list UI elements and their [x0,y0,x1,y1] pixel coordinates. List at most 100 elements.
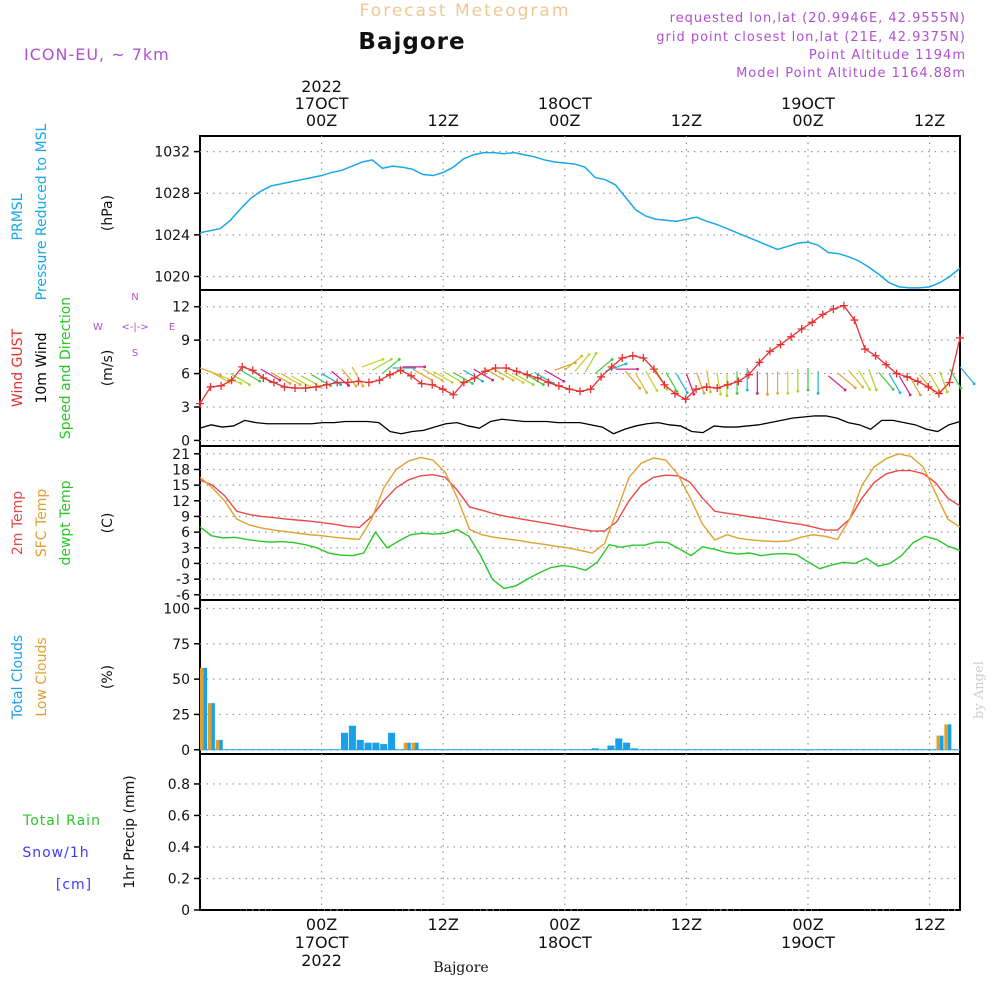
wind-arrow-64 [848,369,864,388]
ytick-label-clouds-4: 100 [163,601,190,617]
wind-arrow-30 [503,370,524,383]
wind-arrow-67 [878,372,894,390]
wind-arrow-head-57 [776,391,779,395]
panel-frame-clouds [199,599,961,755]
gust-marker-39 [607,362,616,371]
wind-arrow-head-30 [521,380,525,384]
bar-low-cloud-94 [936,735,941,750]
gust-marker-1 [206,382,215,391]
gust-marker-12 [322,380,331,389]
gust-marker-17 [375,376,384,385]
side-label-wind-1: 10m Wind [34,332,50,403]
gust-marker-46 [681,395,690,404]
bar-total-cloud-18 [341,732,349,750]
wind-arrow-head-14 [354,384,358,388]
ytick-label-temperature-9: 21 [172,447,190,463]
wind-arrow-29 [493,368,514,381]
bar-low-cloud-27 [411,742,416,750]
wind-arrow-head-15 [361,384,365,388]
wind-arrow-head-42 [638,386,642,390]
wind-arrow-head-38 [594,352,598,355]
gust-marker-72 [956,333,964,342]
side-label-temperature-1: SFC Temp [34,489,50,558]
wind-arrow-38 [584,353,597,373]
ylabel-wind: (m/s) [100,350,116,387]
compass-n: N [131,292,138,303]
side-label-wind-0: Wind GUST [10,328,26,407]
gust-marker-10 [301,384,310,393]
wind-arrow-head-59 [796,389,800,393]
wind-arrow-7 [270,371,291,384]
wind-arrow-11 [311,374,331,387]
gust-marker-28 [491,364,500,372]
wind-arrow-51 [716,372,722,395]
bar-low-cloud-2 [215,739,220,750]
ytick-label-wind-1: 3 [181,400,190,416]
wind-arrow-28 [483,367,504,380]
gust-marker-58 [808,318,817,327]
wind-arrow-37 [574,354,590,372]
ylabel-clouds: (%) [100,665,116,689]
top-time-label-3: 12Z [671,111,702,130]
bottom-date-label-0: 17OCT [295,933,349,952]
gust-marker-55 [776,340,785,349]
side-label-temperature-2: dewpt Temp [58,480,74,565]
gust-marker-48 [702,382,711,391]
ytick-label-precip-0: 0 [181,903,190,919]
gust-marker-13 [333,378,342,387]
gust-marker-34 [554,381,563,390]
gust-marker-64 [871,351,880,360]
wind-arrow-22 [422,368,443,381]
wind-arrow-6 [260,368,281,381]
side-label-clouds-0: Total Clouds [10,635,26,720]
wind-arrow-head-66 [874,388,878,392]
wind-arrow-head-7 [288,382,292,385]
gust-marker-40 [618,353,627,362]
gust-marker-31 [523,370,532,379]
bottom-time-label-0: 00Z [306,915,337,934]
gust-marker-0 [196,399,204,408]
top-date-label-2: 18OCT [538,94,592,113]
ytick-label-precip-3: 0.6 [168,808,190,824]
wind-arrow-head-27 [491,378,495,382]
bar-total-cloud-19 [348,725,356,750]
series-wind10-line [199,415,961,435]
wind-arrow-head-28 [501,377,505,381]
panel-frame-precip [199,753,961,911]
gust-marker-56 [787,332,796,341]
gust-marker-61 [839,301,848,310]
wind-arrow-head-20 [423,365,427,369]
bottom-year-label-0: 2022 [301,951,342,970]
wind-arrow-head-60 [806,388,810,392]
wind-arrow-head-58 [786,391,790,395]
bar-total-cloud-2 [219,739,223,750]
wind-arrow-21 [412,368,433,381]
gust-marker-69 [924,382,933,391]
ytick-label-pressure-1: 1024 [154,228,190,244]
ytick-label-precip-4: 0.8 [168,777,190,793]
gust-marker-5 [248,366,257,375]
gust-marker-71 [945,378,954,387]
bottom-date-label-4: 19OCT [781,933,835,952]
gust-marker-65 [882,360,891,369]
ytick-label-pressure-0: 1020 [154,269,190,285]
gust-marker-37 [586,385,595,394]
wind-arrow-head-34 [562,379,565,383]
wind-arrow-head-67 [891,387,895,391]
wind-arrow-head-48 [692,392,696,396]
ytick-label-temperature-3: 3 [181,541,190,557]
wind-arrow-head-50 [709,390,712,394]
wind-arrow-9 [290,375,311,388]
wind-arrow-head-25 [470,382,474,385]
wind-arrow-head-43 [645,391,649,395]
bar-total-cloud-94 [940,735,944,750]
wind-arrow-44 [645,371,658,391]
wind-arrow-72 [929,373,942,393]
ytick-label-clouds-3: 75 [172,637,190,653]
side-label-pressure-1: Pressure Reduced to MSL [34,123,50,300]
gust-marker-16 [364,378,373,387]
ytick-label-wind-0: 0 [181,433,190,449]
ytick-label-clouds-1: 25 [172,707,190,723]
wind-arrow-68 [888,373,901,393]
gust-marker-43 [649,365,658,374]
